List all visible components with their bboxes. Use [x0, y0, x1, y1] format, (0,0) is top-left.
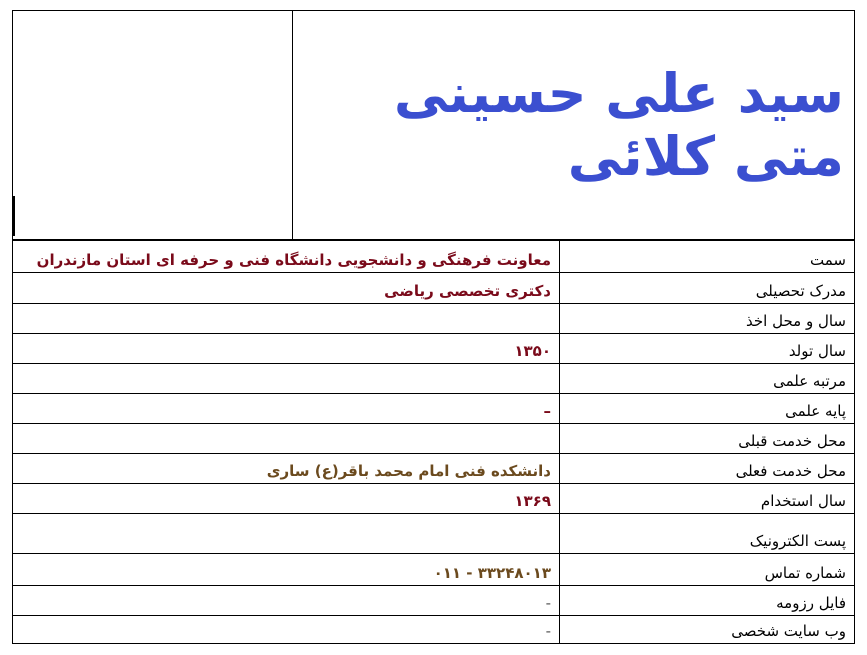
row-label: سمت	[559, 240, 855, 273]
row-value	[12, 363, 560, 394]
row-value	[12, 423, 560, 454]
row-value	[12, 513, 560, 554]
table-row: محل خدمت قبلی	[12, 423, 855, 454]
personal-website-link[interactable]: -	[12, 615, 560, 644]
row-value: ۰۱۱ - ۳۳۲۴۸۰۱۳	[12, 553, 560, 586]
row-label: سال استخدام	[559, 483, 855, 514]
row-label: محل خدمت قبلی	[559, 423, 855, 454]
table-row: سال استخدام ۱۳۶۹	[12, 483, 855, 514]
row-label: پست الکترونیک	[559, 513, 855, 554]
table-row: سال و محل اخذ	[12, 303, 855, 334]
row-value: ۱۳۵۰	[12, 333, 560, 364]
row-label: مرتبه علمی	[559, 363, 855, 394]
table-row: وب سایت شخصی -	[12, 615, 855, 644]
divider	[13, 196, 15, 236]
table-row: پایه علمی –	[12, 393, 855, 424]
table-row: محل خدمت فعلی دانشکده فنی امام محمد باقر(…	[12, 453, 855, 484]
row-value	[12, 303, 560, 334]
row-label: پایه علمی	[559, 393, 855, 424]
table-row: شماره تماس ۰۱۱ - ۳۳۲۴۸۰۱۳	[12, 553, 855, 586]
table-row: سال تولد ۱۳۵۰	[12, 333, 855, 364]
table-row: پست الکترونیک	[12, 513, 855, 554]
row-value: دانشکده فنی امام محمد باقر(ع) ساری	[12, 453, 560, 484]
row-label: شماره تماس	[559, 553, 855, 586]
table-row: فایل رزومه -	[12, 585, 855, 616]
row-label: سال تولد	[559, 333, 855, 364]
row-label: مدرک تحصیلی	[559, 272, 855, 304]
row-label: وب سایت شخصی	[559, 615, 855, 644]
person-name: سید علی حسینی متی کلائی	[393, 62, 844, 188]
row-value: ۱۳۶۹	[12, 483, 560, 514]
table-row: سمت معاونت فرهنگی و دانشجویی دانشگاه فنی …	[12, 240, 855, 273]
photo-placeholder	[13, 11, 293, 239]
row-label: سال و محل اخذ	[559, 303, 855, 334]
row-value: معاونت فرهنگی و دانشجویی دانشگاه فنی و ح…	[12, 240, 560, 273]
phone-number: ۰۱۱ - ۳۳۲۴۸۰۱۳	[433, 564, 551, 582]
profile-table: سمت معاونت فرهنگی و دانشجویی دانشگاه فنی …	[12, 240, 855, 644]
row-label: محل خدمت فعلی	[559, 453, 855, 484]
row-label: فایل رزومه	[559, 585, 855, 616]
profile-header: سید علی حسینی متی کلائی	[12, 10, 855, 240]
row-value: –	[12, 393, 560, 424]
resume-file-link[interactable]: -	[12, 585, 560, 616]
table-row: مدرک تحصیلی دکتری تخصصی ریاضی	[12, 272, 855, 304]
table-row: مرتبه علمی	[12, 363, 855, 394]
row-value: دکتری تخصصی ریاضی	[12, 272, 560, 304]
